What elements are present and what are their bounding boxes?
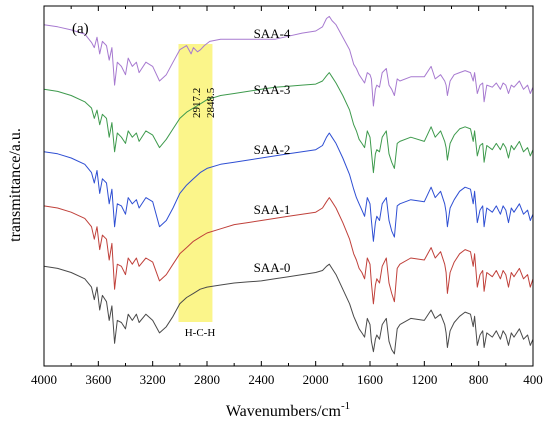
plot-frame — [43, 5, 534, 367]
x-tick-label: 400 — [523, 372, 543, 387]
annotation-2917: 2917.2 — [191, 88, 203, 118]
x-axis-ticks: 4000 3600 3200 2800 2400 2000 1600 1200 800 400 — [31, 6, 543, 387]
x-tick-label: 1600 — [357, 372, 383, 387]
series-line-saa-0 — [43, 263, 534, 355]
highlight-band-layer — [178, 44, 213, 322]
x-tick-label: 3200 — [140, 372, 166, 387]
x-tick-label: 3600 — [85, 372, 111, 387]
x-axis-label-main: Wavenumbers/cm — [226, 403, 342, 420]
series-label-saa-0: SAA-0 — [254, 260, 291, 275]
annotation-2848: 2848.5 — [205, 87, 217, 118]
series-label-saa-3: SAA-3 — [254, 82, 291, 97]
x-tick-label: 2000 — [303, 372, 329, 387]
series-labels: SAA-4 SAA-3 SAA-2 SAA-1 SAA-0 — [254, 26, 291, 275]
x-tick-label: 800 — [469, 372, 489, 387]
y-axis-label: transmittance/a.u. — [7, 128, 24, 242]
highlight-band — [178, 44, 213, 322]
x-tick-label: 2400 — [248, 372, 274, 387]
x-tick-label: 2800 — [194, 372, 220, 387]
x-tick-label: 1200 — [411, 372, 437, 387]
plot-border — [43, 5, 534, 367]
series-line-saa-2 — [43, 132, 534, 242]
x-axis-label: Wavenumbers/cm-1 — [226, 400, 350, 420]
series-layer — [43, 15, 534, 355]
series-label-saa-2: SAA-2 — [254, 142, 291, 157]
series-line-saa-4 — [43, 15, 534, 107]
x-axis-label-superscript: -1 — [341, 400, 350, 412]
series-line-saa-1 — [43, 197, 534, 305]
series-label-saa-4: SAA-4 — [254, 26, 291, 41]
annotation-hch: H-C-H — [185, 327, 216, 339]
series-line-saa-3 — [43, 72, 534, 174]
x-tick-label: 4000 — [31, 372, 57, 387]
panel-label: (a) — [72, 21, 89, 37]
series-label-saa-1: SAA-1 — [254, 202, 291, 217]
